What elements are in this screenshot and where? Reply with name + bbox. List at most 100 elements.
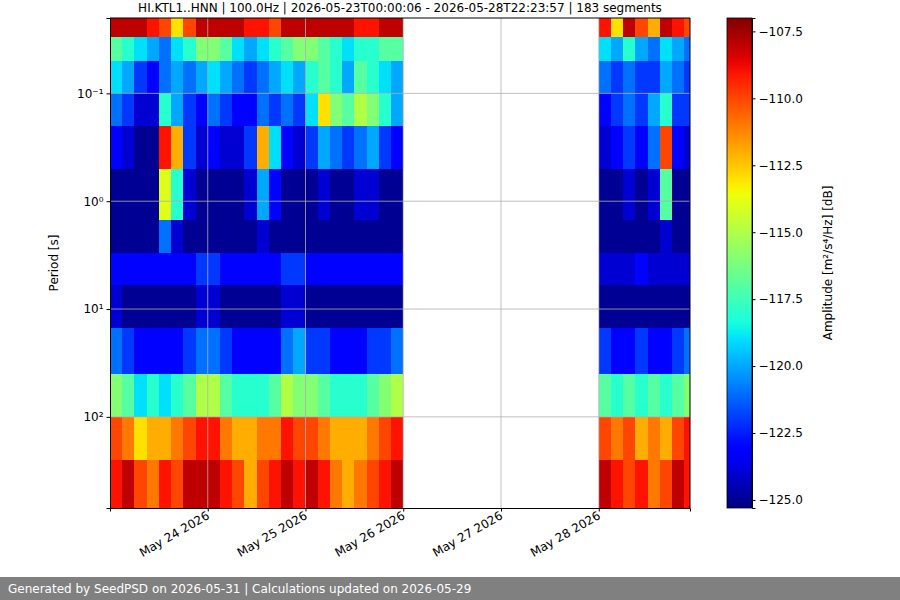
heatmap-cell <box>171 18 183 37</box>
x-tick: May 27 2026 <box>430 508 505 560</box>
y-tick: 10¹ <box>83 302 110 316</box>
heatmap-cell <box>122 253 134 285</box>
heatmap-cell <box>269 126 281 169</box>
heatmap-cell <box>134 93 146 125</box>
heatmap-cell <box>122 328 134 374</box>
heatmap-cell <box>293 93 305 125</box>
heatmap-cell <box>684 417 690 460</box>
heatmap-cell <box>147 61 159 93</box>
heatmap-cell <box>599 328 611 374</box>
heatmap-cell <box>269 253 281 285</box>
heatmap-cell <box>196 37 208 61</box>
heatmap-cell <box>391 61 403 93</box>
heatmap-cell <box>257 220 269 252</box>
heatmap-cell <box>318 61 330 93</box>
heatmap-cell <box>379 328 391 374</box>
heatmap-cell <box>281 220 293 252</box>
heatmap-cell <box>354 374 366 417</box>
heatmap-cell <box>232 253 244 285</box>
heatmap-cell <box>281 18 293 37</box>
heatmap-cell <box>635 93 647 125</box>
heatmap-cell <box>354 220 366 252</box>
heatmap-cell <box>110 18 122 37</box>
heatmap-cell <box>208 18 220 37</box>
heatmap-cell <box>599 374 611 417</box>
heatmap-cell <box>269 220 281 252</box>
heatmap-cell <box>183 285 195 328</box>
heatmap-cell <box>342 460 354 508</box>
heatmap-cell <box>379 417 391 460</box>
heatmap-cell <box>635 169 647 220</box>
heatmap-cell <box>220 37 232 61</box>
x-tick-label: May 28 2026 <box>528 508 603 559</box>
heatmap-cell <box>354 93 366 125</box>
heatmap-cell <box>330 37 342 61</box>
frame <box>110 18 690 19</box>
heatmap-cell <box>293 126 305 169</box>
heatmap-cell <box>660 285 672 328</box>
heatmap-cell <box>611 18 623 37</box>
grid-line <box>207 18 208 508</box>
heatmap-cell <box>672 93 684 125</box>
heatmap-cell <box>379 93 391 125</box>
colorbar-title: Amplitude [m²/s⁴/Hz] [dB] <box>821 186 835 341</box>
heatmap-cell <box>623 253 635 285</box>
heatmap-cell <box>183 253 195 285</box>
footer-bar <box>0 577 900 600</box>
heatmap-cell <box>367 253 379 285</box>
heatmap-cell <box>281 374 293 417</box>
heatmap-cell <box>110 417 122 460</box>
heatmap-cell <box>648 374 660 417</box>
heatmap-cell <box>342 328 354 374</box>
heatmap-cell <box>660 328 672 374</box>
heatmap-cell <box>684 328 690 374</box>
heatmap-cell <box>171 126 183 169</box>
heatmap-cell <box>599 37 611 61</box>
heatmap-cell <box>660 417 672 460</box>
colorbar-tick-label: −112.5 <box>759 159 803 173</box>
heatmap-cell <box>281 169 293 220</box>
heatmap-cell <box>354 37 366 61</box>
heatmap-cell <box>159 126 171 169</box>
heatmap-cell <box>367 328 379 374</box>
heatmap-cell <box>220 220 232 252</box>
heatmap-cell <box>281 253 293 285</box>
heatmap-cell <box>684 18 690 37</box>
heatmap-cell <box>635 417 647 460</box>
heatmap-cell <box>196 374 208 417</box>
heatmap-cell <box>611 169 623 220</box>
heatmap-cell <box>257 169 269 220</box>
colorbar-tick: −122.5 <box>752 426 803 440</box>
heatmap-cell <box>134 220 146 252</box>
heatmap-cell <box>623 169 635 220</box>
heatmap-cell <box>159 61 171 93</box>
heatmap-cell <box>293 18 305 37</box>
heatmap-cells <box>110 18 690 508</box>
heatmap-cell <box>599 220 611 252</box>
x-tick-mark <box>501 508 502 512</box>
heatmap-cell <box>122 61 134 93</box>
heatmap-cell <box>367 37 379 61</box>
heatmap-cell <box>648 93 660 125</box>
heatmap-cell <box>208 417 220 460</box>
heatmap-cell <box>183 126 195 169</box>
x-tick: May 24 2026 <box>137 508 212 560</box>
heatmap-cell <box>196 61 208 93</box>
heatmap-cell <box>293 169 305 220</box>
y-tick: 10² <box>83 410 110 424</box>
heatmap-cell <box>159 285 171 328</box>
heatmap-cell <box>171 169 183 220</box>
heatmap-cell <box>269 460 281 508</box>
heatmap-cell <box>648 328 660 374</box>
heatmap-cell <box>122 126 134 169</box>
heatmap-cell <box>672 253 684 285</box>
colorbar-tick-label: −125.0 <box>759 493 803 507</box>
axis-line <box>107 19 111 509</box>
heatmap-cell <box>281 285 293 328</box>
heatmap-cell <box>330 374 342 417</box>
heatmap-cell <box>159 328 171 374</box>
heatmap-cell <box>623 18 635 37</box>
x-tick-label: May 24 2026 <box>137 508 212 559</box>
heatmap-cell <box>648 253 660 285</box>
heatmap-cell <box>391 220 403 252</box>
